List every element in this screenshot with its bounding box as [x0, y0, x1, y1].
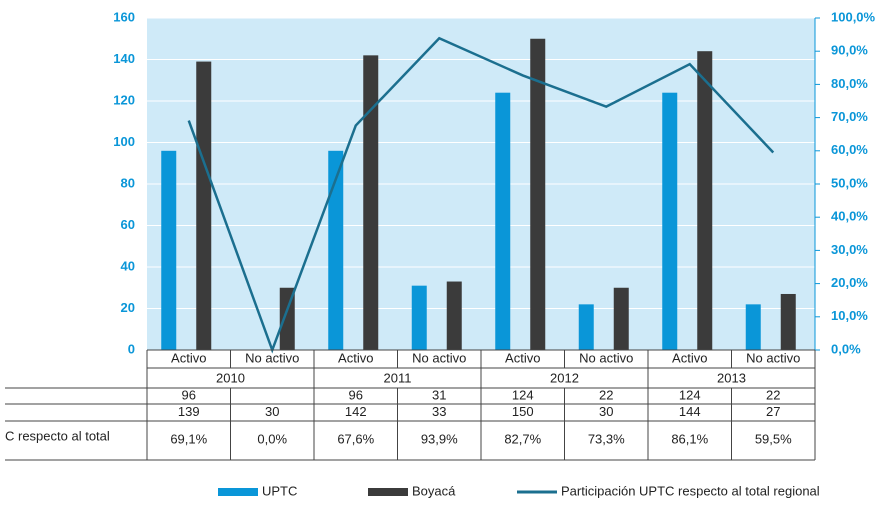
table-cell: 30 [265, 404, 279, 419]
group-label: 2013 [717, 370, 746, 385]
bar [780, 293, 796, 350]
table-row-label: C respecto al total [5, 428, 110, 443]
y-tick-label: 20 [121, 300, 135, 315]
x-tick-label: No activo [245, 350, 299, 365]
table-cell: 67,6% [337, 431, 374, 446]
table-cell: 124 [512, 387, 534, 402]
table-cell: 139 [178, 404, 200, 419]
y2-tick-label: 70,0% [831, 109, 868, 124]
bar [161, 150, 177, 350]
line-series [187, 36, 775, 354]
bar [363, 55, 379, 350]
y-tick-label: 140 [113, 51, 135, 66]
y2-tick-label: 10,0% [831, 308, 868, 323]
y2-tick-label: 30,0% [831, 242, 868, 257]
legend-label: Boyacá [412, 483, 456, 498]
y2-tick-label: 50,0% [831, 175, 868, 190]
x-tick-label: Activo [505, 350, 540, 365]
bar [697, 51, 713, 350]
bar [578, 304, 594, 350]
y2-tick-label: 40,0% [831, 209, 868, 224]
y2-tick-label: 0,0% [831, 341, 861, 356]
table-cell: 86,1% [671, 431, 708, 446]
table-cell: 33 [432, 404, 446, 419]
table-cell: 31 [432, 387, 446, 402]
bar [495, 92, 511, 350]
table-cell: 27 [766, 404, 780, 419]
y-tick-label: 0 [128, 341, 135, 356]
table-cell: 73,3% [588, 431, 625, 446]
bar [411, 285, 427, 350]
y2-tick-label: 100,0% [831, 9, 876, 24]
table-cell: 59,5% [755, 431, 792, 446]
group-label: 2012 [550, 370, 579, 385]
table-cell: 93,9% [421, 431, 458, 446]
y-tick-label: 160 [113, 9, 135, 24]
x-tick-label: Activo [338, 350, 373, 365]
table-cell: 0,0% [257, 431, 287, 446]
legend-key [368, 488, 408, 496]
y2-tick-label: 20,0% [831, 275, 868, 290]
table-cell: 96 [349, 387, 363, 402]
table-cell: 30 [599, 404, 613, 419]
bar [328, 150, 344, 350]
bar [613, 287, 629, 350]
bar [446, 281, 462, 350]
y-tick-label: 120 [113, 92, 135, 107]
bar [745, 304, 761, 350]
group-label: 2010 [216, 370, 245, 385]
table-cell: 69,1% [170, 431, 207, 446]
y2-tick-label: 80,0% [831, 76, 868, 91]
y-tick-label: 80 [121, 175, 135, 190]
table-cell: 96 [182, 387, 196, 402]
bar [530, 38, 546, 350]
x-tick-label: Activo [672, 350, 707, 365]
table-cell: 142 [345, 404, 367, 419]
y2-tick-label: 60,0% [831, 142, 868, 157]
y-tick-label: 60 [121, 217, 135, 232]
legend-key [218, 488, 258, 496]
table-cell: 22 [766, 387, 780, 402]
table-cell: 82,7% [504, 431, 541, 446]
bar [662, 92, 678, 350]
x-tick-label: No activo [412, 350, 466, 365]
x-tick-label: Activo [171, 350, 206, 365]
y2-tick-label: 90,0% [831, 43, 868, 58]
x-tick-label: No activo [746, 350, 800, 365]
table-cell: 144 [679, 404, 701, 419]
y-tick-label: 40 [121, 258, 135, 273]
table-cell: 124 [679, 387, 701, 402]
group-label: 2011 [384, 370, 412, 385]
table-cell: 22 [599, 387, 613, 402]
bar [196, 61, 212, 350]
y-tick-label: 100 [113, 134, 135, 149]
bar [279, 287, 295, 350]
table-cell: 150 [512, 404, 534, 419]
x-tick-label: No activo [579, 350, 633, 365]
legend-label: UPTC [262, 483, 297, 498]
legend-label: Participación UPTC respecto al total reg… [561, 483, 820, 498]
